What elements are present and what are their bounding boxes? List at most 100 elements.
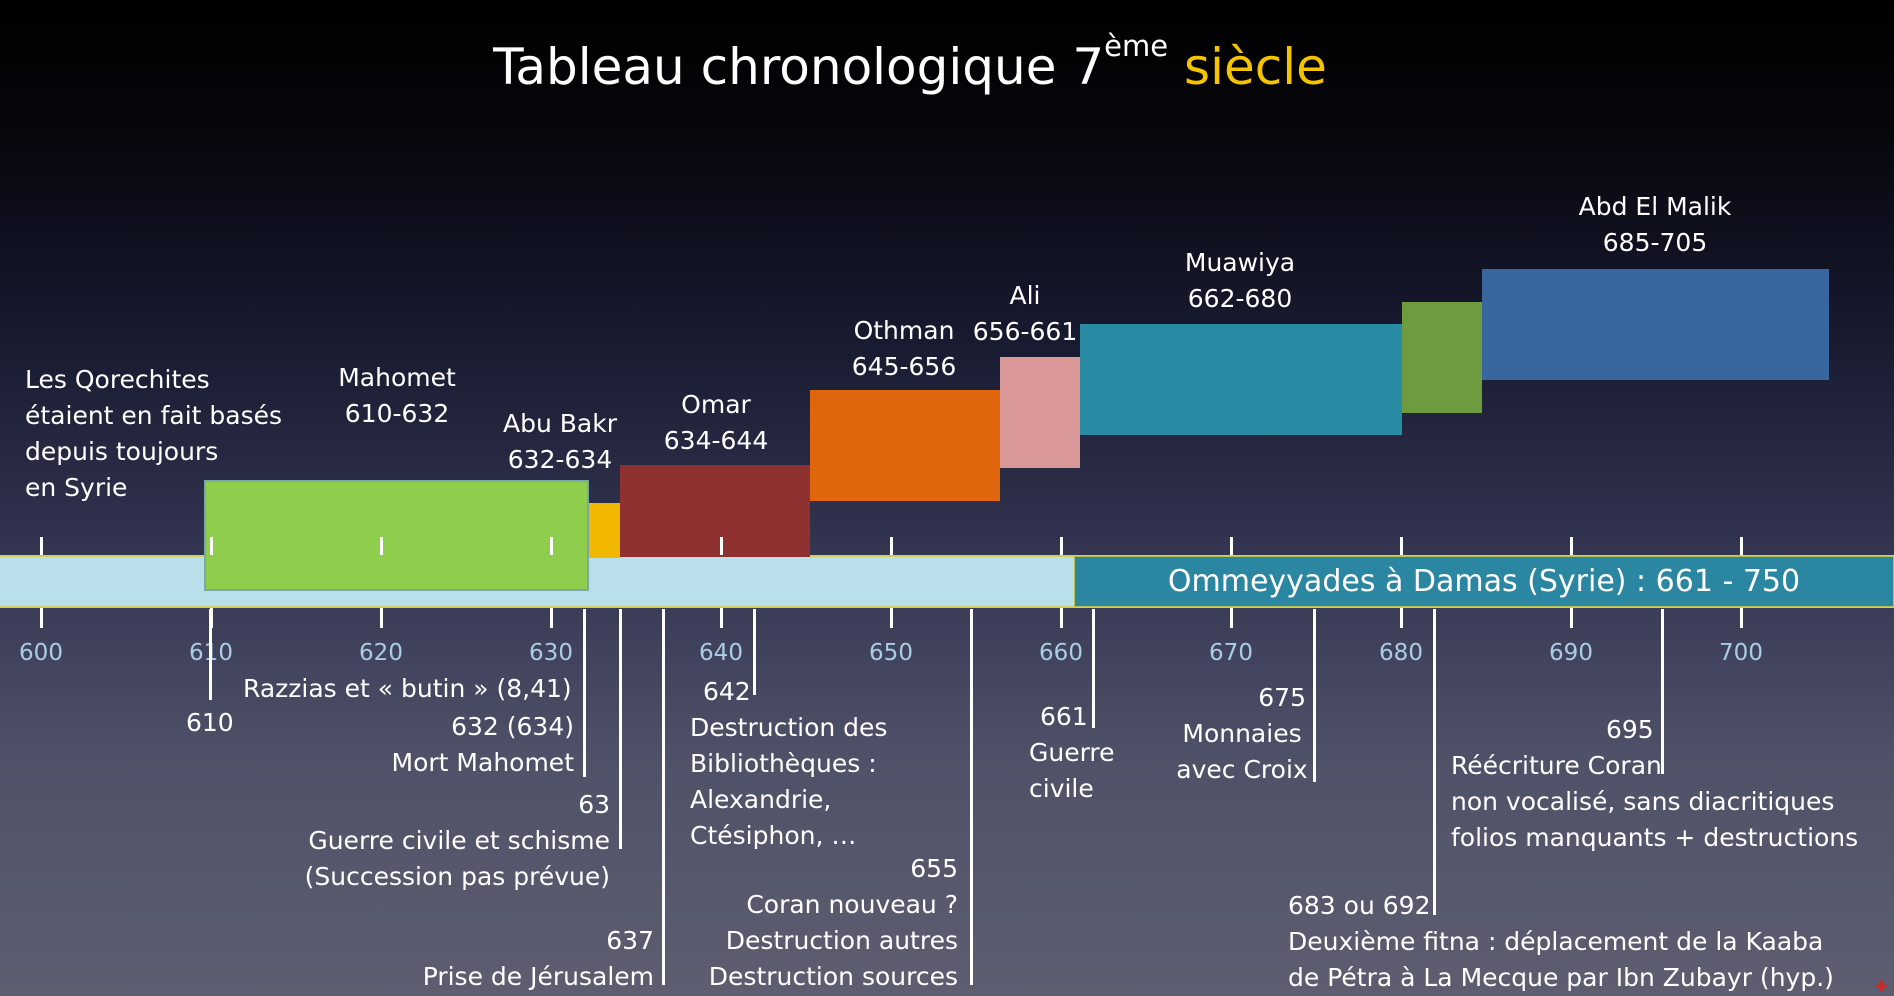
axis-tick-label: 670 <box>1209 640 1253 666</box>
title-main: Tableau chronologique 7 <box>493 38 1105 96</box>
reign-bar-muawiya <box>1080 324 1402 435</box>
event-line: 642 <box>703 677 751 706</box>
axis-tick-upper <box>1740 537 1743 555</box>
event-line: Réécriture Coran <box>1451 751 1662 780</box>
reign-years: 610-632 <box>344 399 450 428</box>
event-razzias: Razzias et « butin » (8,41) <box>243 674 572 703</box>
reign-years: 662-680 <box>1187 284 1293 313</box>
axis-tick-upper <box>380 537 383 555</box>
axis-tick-label: 600 <box>19 640 63 666</box>
reign-years: 645-656 <box>851 352 957 381</box>
event-line: Alexandrie, <box>690 785 832 814</box>
reign-name: Abd El Malik <box>1578 192 1732 221</box>
reign-label-ali: Ali 656-661 <box>965 278 1085 350</box>
event-line: 661 <box>1040 702 1088 731</box>
leader-line-683 <box>1433 609 1436 915</box>
axis-tick-label: 650 <box>869 640 913 666</box>
reign-bar-abd-el-malik <box>1482 269 1829 380</box>
axis-tick-upper <box>550 537 553 555</box>
axis-tick-label: 700 <box>1719 640 1763 666</box>
event-683: 683 ou 692 Deuxième fitna : déplacement … <box>1288 888 1834 996</box>
event-line: Prise de Jérusalem <box>422 962 654 991</box>
axis-tick-upper <box>1060 537 1063 555</box>
intro-line: étaient en fait basés <box>25 401 283 430</box>
event-line: (Succession pas prévue) <box>304 862 610 891</box>
event-line: Coran nouveau ? <box>746 890 958 919</box>
title-rest: siècle <box>1184 38 1327 96</box>
event-line: Monnaies <box>1182 719 1302 748</box>
event-line: Ctésiphon, … <box>690 821 857 850</box>
axis-tick-upper <box>720 537 723 555</box>
reign-name: Ali <box>1009 281 1041 310</box>
intro-line: Les Qorechites <box>25 365 210 394</box>
reign-bar-unlabeled <box>1402 302 1482 413</box>
event-642: 642 Destruction des Bibliothèques : Alex… <box>690 674 887 854</box>
event-63: 63 Guerre civile et schisme (Succession … <box>280 787 610 895</box>
slide-title: Tableau chronologique 7ème siècle <box>0 32 1820 97</box>
axis-tick-upper <box>890 537 893 555</box>
axis-tick-label: 640 <box>699 640 743 666</box>
leader-line-675 <box>1313 609 1316 782</box>
axis-tick-upper <box>210 537 213 555</box>
reign-bar-othman <box>810 390 1000 501</box>
axis-tick-lower <box>1740 608 1743 628</box>
reign-label-muawiya: Muawiya 662-680 <box>1160 245 1320 317</box>
axis-tick-lower <box>890 608 893 628</box>
intro-text: Les Qorechites étaient en fait basés dep… <box>25 362 282 506</box>
event-line: non vocalisé, sans diacritiques <box>1451 787 1835 816</box>
axis-tick-lower <box>380 608 383 628</box>
intro-line: en Syrie <box>25 473 128 502</box>
reign-label-abu-bakr: Abu Bakr 632-634 <box>480 406 640 478</box>
event-line: Destruction des <box>690 713 888 742</box>
axis-tick-upper <box>1570 537 1573 555</box>
event-line: Destruction sources <box>708 962 958 991</box>
reign-label-mahomet: Mahomet 610-632 <box>317 360 477 432</box>
reign-label-othman: Othman 645-656 <box>829 313 979 385</box>
axis-tick-label: 680 <box>1379 640 1423 666</box>
reign-years: 632-634 <box>507 445 613 474</box>
leader-line-610 <box>209 609 212 700</box>
event-line: avec Croix <box>1176 755 1308 784</box>
event-line: folios manquants + destructions <box>1451 823 1859 852</box>
event-line: Destruction autres <box>725 926 958 955</box>
reign-bar-mahomet <box>204 480 589 591</box>
intro-line: depuis toujours <box>25 437 219 466</box>
event-line: 683 ou 692 <box>1288 891 1431 920</box>
leader-line-695 <box>1661 609 1664 774</box>
title-superscript: ème <box>1104 29 1169 63</box>
event-line: 637 <box>606 926 654 955</box>
reign-label-omar: Omar 634-644 <box>641 387 791 459</box>
event-line: 695 <box>1606 715 1654 744</box>
reign-name: Omar <box>681 390 751 419</box>
axis-tick-lower <box>720 608 723 628</box>
axis-tick-lower <box>1400 608 1403 628</box>
axis-tick-lower <box>1230 608 1233 628</box>
axis-tick-lower <box>1570 608 1573 628</box>
axis-tick-lower <box>1060 608 1063 628</box>
reign-bar-abu-bakr <box>589 503 620 558</box>
event-line: 655 <box>910 854 958 883</box>
axis-tick-label: 630 <box>529 640 573 666</box>
event-637: 637 Prise de Jérusalem <box>380 923 654 995</box>
event-632: 632 (634) Mort Mahomet <box>330 709 574 781</box>
reign-label-abd-el-malik: Abd El Malik 685-705 <box>1555 189 1755 261</box>
leader-line-637 <box>662 609 665 985</box>
event-line: Bibliothèques : <box>690 749 877 778</box>
reign-name: Muawiya <box>1184 248 1296 277</box>
axis-tick-lower <box>40 608 43 628</box>
axis-tick-label: 620 <box>359 640 403 666</box>
reign-name: Mahomet <box>338 363 456 392</box>
omeyyades-band: Ommeyyades à Damas (Syrie) : 661 - 750 <box>1074 556 1894 607</box>
reign-years: 634-644 <box>663 426 769 455</box>
axis-tick-upper <box>1400 537 1403 555</box>
event-line: de Pétra à La Mecque par Ibn Zubayr (hyp… <box>1288 963 1834 992</box>
reign-bar-ali <box>1000 357 1080 468</box>
reign-bar-omar <box>620 465 810 557</box>
leader-line-632 <box>583 609 586 777</box>
leader-line-642 <box>753 609 756 695</box>
axis-tick-upper <box>1230 537 1233 555</box>
event-line: Deuxième fitna : déplacement de la Kaaba <box>1288 927 1824 956</box>
event-610: 610 <box>186 708 234 737</box>
reign-name: Abu Bakr <box>503 409 617 438</box>
